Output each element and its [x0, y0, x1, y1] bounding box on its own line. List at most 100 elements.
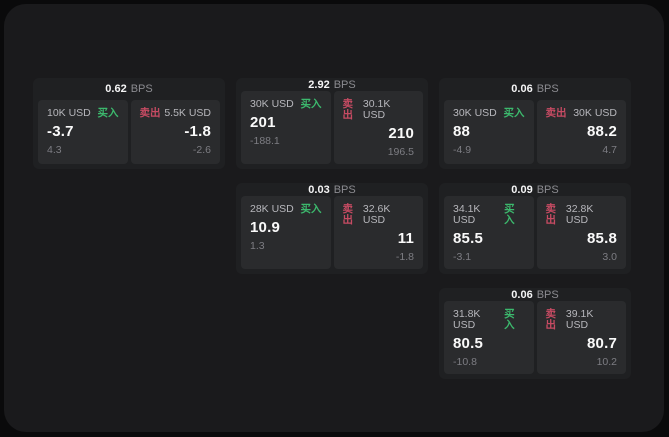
buy-side-label: 买入 [300, 203, 322, 215]
sell-price-value: 85.8 [587, 230, 617, 247]
buy-size-label: 10K USD [47, 107, 91, 119]
buy-panel[interactable]: 10K USD 买入 -3.7 4.3 [38, 100, 128, 164]
quote-panels: 34.1K USD 买入 85.5 -3.1 卖出 32.8K USD 85.8… [439, 196, 631, 274]
quote-panels: 30K USD 买入 201 -188.1 卖出 30.1K USD 210 1… [236, 91, 428, 169]
quote-card: 2.92 BPS 30K USD 买入 201 -188.1 卖出 30.1K … [236, 78, 428, 169]
sell-panel[interactable]: 卖出 30.1K USD 210 196.5 [333, 91, 423, 164]
sell-panel-top: 卖出 32.8K USD [546, 204, 618, 226]
buy-price-value: -3.7 [47, 123, 74, 140]
buy-side-label: 买入 [504, 308, 515, 331]
buy-panel[interactable]: 31.8K USD 买入 80.5 -10.8 [444, 301, 534, 374]
quote-panels: 10K USD 买入 -3.7 4.3 卖出 5.5K USD -1.8 -2.… [33, 100, 225, 169]
quote-cards-grid: 0.62 BPS 10K USD 买入 -3.7 4.3 卖出 5.5K USD… [33, 78, 631, 379]
buy-price-value: 80.5 [453, 335, 483, 352]
buy-panel-top: 10K USD 买入 [47, 108, 119, 119]
buy-panel[interactable]: 34.1K USD 买入 85.5 -3.1 [444, 196, 534, 269]
sell-price-value: -1.8 [184, 123, 211, 140]
buy-panel-top: 30K USD 买入 [250, 99, 322, 110]
sell-side-label: 卖出 [342, 98, 354, 121]
buy-side-label: 买入 [503, 107, 525, 119]
sell-delta-value: 10.2 [596, 356, 617, 368]
buy-panel-top: 28K USD 买入 [250, 204, 322, 215]
sell-panel-top: 卖出 39.1K USD [546, 309, 618, 331]
spread-value: 0.09 [511, 183, 533, 196]
sell-size-label: 32.6K USD [362, 203, 391, 226]
spread-value: 0.62 [105, 83, 127, 95]
quote-card: 0.06 BPS 30K USD 买入 88 -4.9 卖出 30K USD 8… [439, 78, 631, 169]
buy-price-value: 85.5 [453, 230, 483, 247]
app-window: 0.62 BPS 10K USD 买入 -3.7 4.3 卖出 5.5K USD… [4, 4, 664, 432]
buy-size-label: 30K USD [453, 107, 497, 119]
buy-price-value: 88 [453, 123, 471, 140]
buy-delta-value: 4.3 [47, 144, 62, 156]
sell-delta-value: 4.7 [602, 144, 617, 156]
spread-unit: BPS [333, 183, 356, 196]
sell-size-label: 32.8K USD [565, 203, 594, 226]
sell-delta-value: 196.5 [387, 146, 414, 158]
buy-size-label: 28K USD [250, 203, 294, 215]
sell-price-value: 88.2 [587, 123, 617, 140]
buy-delta-value: -10.8 [453, 356, 477, 368]
sell-panel[interactable]: 卖出 39.1K USD 80.7 10.2 [536, 301, 626, 374]
sell-price-value: 210 [388, 125, 414, 142]
quote-card: 0.09 BPS 34.1K USD 买入 85.5 -3.1 卖出 32.8K… [439, 183, 631, 274]
buy-price-value: 10.9 [250, 219, 280, 236]
spread-value: 0.03 [308, 183, 330, 196]
buy-panel[interactable]: 28K USD 买入 10.9 1.3 [241, 196, 331, 269]
buy-price-value: 201 [250, 114, 276, 131]
buy-delta-value: -188.1 [250, 135, 280, 147]
spread-unit: BPS [536, 83, 559, 95]
buy-delta-value: -4.9 [453, 144, 472, 156]
buy-size-label: 30K USD [250, 98, 294, 110]
quote-panels: 31.8K USD 买入 80.5 -10.8 卖出 39.1K USD 80.… [439, 301, 631, 379]
buy-panel-top: 30K USD 买入 [453, 108, 525, 119]
buy-panel[interactable]: 30K USD 买入 201 -188.1 [241, 91, 331, 164]
spread-unit: BPS [536, 183, 559, 196]
buy-side-label: 买入 [97, 107, 119, 119]
spread-unit: BPS [536, 288, 559, 301]
buy-size-label: 34.1K USD [453, 203, 481, 226]
sell-side-label: 卖出 [545, 203, 557, 226]
buy-panel[interactable]: 30K USD 买入 88 -4.9 [444, 100, 534, 164]
spread-header: 0.09 BPS [439, 183, 631, 196]
spread-header: 0.03 BPS [236, 183, 428, 196]
quote-card: 0.62 BPS 10K USD 买入 -3.7 4.3 卖出 5.5K USD… [33, 78, 225, 169]
sell-delta-value: -2.6 [192, 144, 211, 156]
sell-panel[interactable]: 卖出 5.5K USD -1.8 -2.6 [130, 100, 220, 164]
sell-size-label: 39.1K USD [565, 308, 594, 331]
spread-header: 0.62 BPS [33, 78, 225, 100]
spread-value: 0.06 [511, 83, 533, 95]
spread-header: 0.06 BPS [439, 78, 631, 100]
sell-size-label: 30K USD [573, 107, 617, 119]
buy-size-label: 31.8K USD [453, 308, 481, 331]
sell-delta-value: 3.0 [602, 251, 617, 263]
spread-value: 0.06 [511, 288, 533, 301]
sell-panel-top: 卖出 30K USD [546, 108, 618, 119]
spread-header: 0.06 BPS [439, 288, 631, 301]
sell-side-label: 卖出 [545, 107, 567, 119]
buy-side-label: 买入 [504, 203, 515, 226]
sell-side-label: 卖出 [545, 308, 557, 331]
sell-panel[interactable]: 卖出 32.8K USD 85.8 3.0 [536, 196, 626, 269]
quote-panels: 30K USD 买入 88 -4.9 卖出 30K USD 88.2 4.7 [439, 100, 631, 169]
buy-panel-top: 31.8K USD 买入 [453, 309, 525, 331]
sell-panel-top: 卖出 5.5K USD [140, 108, 212, 119]
sell-panel[interactable]: 卖出 30K USD 88.2 4.7 [536, 100, 626, 164]
sell-side-label: 卖出 [342, 203, 354, 226]
quote-card: 0.03 BPS 28K USD 买入 10.9 1.3 卖出 32.6K US… [236, 183, 428, 274]
sell-panel-top: 卖出 30.1K USD [343, 99, 415, 121]
quote-card: 0.06 BPS 31.8K USD 买入 80.5 -10.8 卖出 39.1… [439, 288, 631, 379]
sell-panel[interactable]: 卖出 32.6K USD 11 -1.8 [333, 196, 423, 269]
sell-price-value: 11 [397, 230, 414, 247]
spread-value: 2.92 [308, 78, 330, 91]
buy-side-label: 买入 [300, 98, 322, 110]
sell-price-value: 80.7 [587, 335, 617, 352]
sell-delta-value: -1.8 [395, 251, 414, 263]
sell-side-label: 卖出 [139, 107, 161, 119]
spread-header: 2.92 BPS [236, 78, 428, 91]
spread-unit: BPS [130, 83, 153, 95]
sell-size-label: 30.1K USD [362, 98, 391, 121]
buy-delta-value: -3.1 [453, 251, 472, 263]
quote-panels: 28K USD 买入 10.9 1.3 卖出 32.6K USD 11 -1.8 [236, 196, 428, 274]
sell-panel-top: 卖出 32.6K USD [343, 204, 415, 226]
